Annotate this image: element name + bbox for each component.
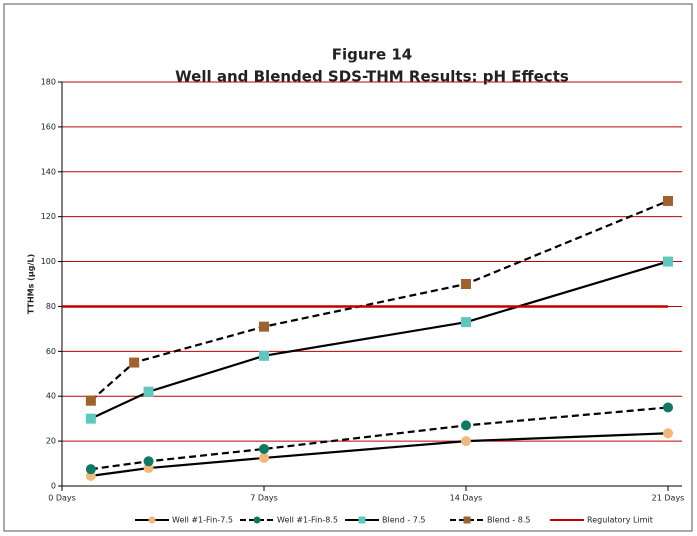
x-tick-label: 14 Days: [450, 494, 483, 503]
point: [259, 350, 269, 361]
point: [143, 386, 154, 397]
x-tick-label: 21 Days: [652, 494, 685, 503]
point: [663, 256, 673, 267]
legend-label: Regulatory Limit: [587, 516, 653, 525]
frame: [3, 3, 693, 532]
chart-title: Figure 14: [332, 46, 412, 64]
point: [85, 395, 96, 406]
point: [259, 452, 269, 463]
x-tick-label: 0 Days: [48, 494, 76, 503]
legend-marker: [358, 516, 366, 524]
point: [129, 357, 140, 368]
y-axis-label: TTHMs (µg/L): [27, 254, 36, 314]
point: [461, 436, 471, 447]
legend-marker: [253, 516, 261, 524]
y-tick-label: 80: [46, 302, 56, 311]
y-tick-label: 100: [41, 257, 56, 266]
y-tick-label: 160: [41, 122, 56, 131]
y-tick-label: 180: [41, 78, 56, 87]
point: [259, 321, 269, 332]
x-tick-label: 7 Days: [250, 494, 278, 503]
legend-marker: [463, 516, 471, 524]
point: [663, 195, 673, 206]
point: [663, 428, 673, 439]
point: [663, 402, 673, 413]
legend-label: Blend - 8.5: [487, 516, 530, 525]
legend-label: Blend - 7.5: [382, 516, 425, 525]
y-tick-label: 60: [46, 347, 56, 356]
chart-subtitle: Well and Blended SDS-THM Results: pH Eff…: [175, 68, 569, 86]
legend-marker: [148, 516, 156, 524]
point: [85, 464, 96, 475]
point: [461, 317, 471, 328]
point: [461, 279, 471, 289]
y-tick-label: 120: [41, 212, 56, 221]
y-tick-label: 40: [46, 392, 56, 401]
point: [143, 456, 154, 467]
legend-label: Well #1-Fin-7.5: [172, 516, 233, 525]
legend-label: Well #1-Fin-8.5: [277, 516, 338, 525]
point: [259, 443, 269, 454]
point: [85, 413, 96, 424]
y-tick-label: 140: [41, 167, 56, 176]
series-line: [90, 406, 669, 471]
y-tick-label: 0: [51, 482, 56, 491]
point: [461, 420, 471, 431]
y-tick-label: 20: [46, 437, 56, 446]
